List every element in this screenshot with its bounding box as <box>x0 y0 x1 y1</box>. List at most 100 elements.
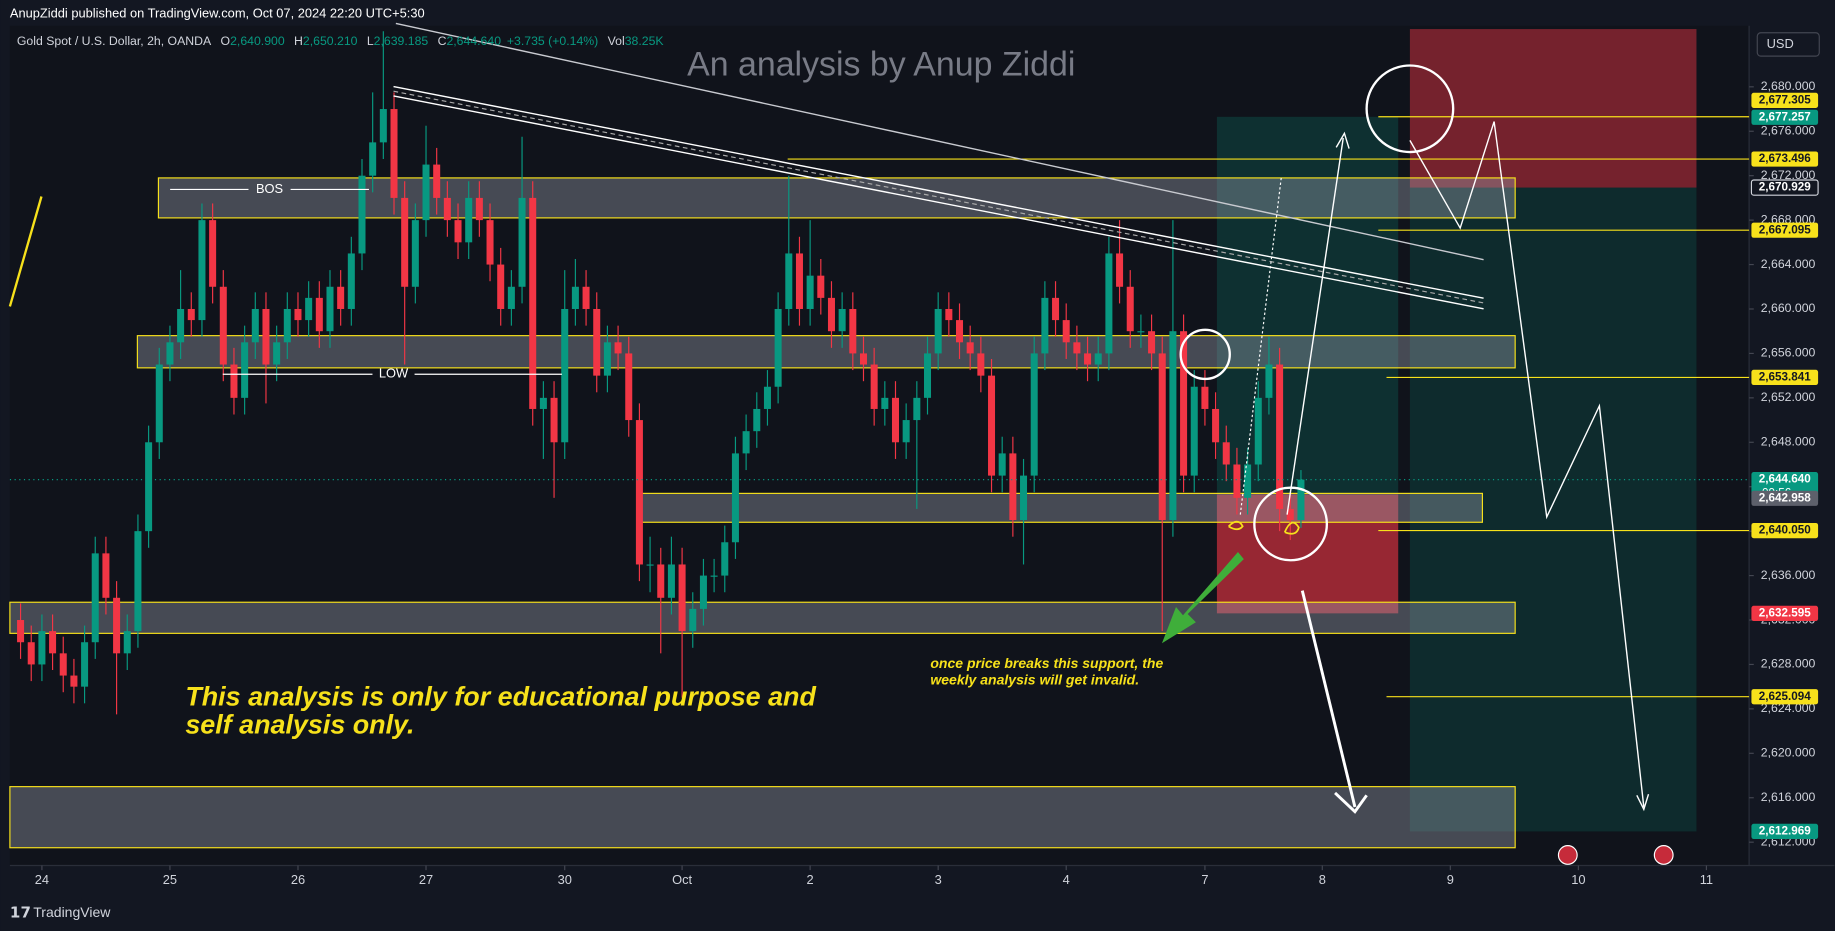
level-label-box <box>1751 369 1819 386</box>
candle-body <box>497 264 505 309</box>
position-box <box>1216 116 1399 495</box>
candle-body <box>1126 286 1134 332</box>
candle-body <box>1020 475 1028 521</box>
candle-body <box>283 308 291 343</box>
y-tick-label: 2,656.000 <box>1761 346 1816 360</box>
candle-body <box>849 308 857 354</box>
position-box <box>1409 29 1697 188</box>
candle-body <box>1137 331 1145 333</box>
candle-body <box>17 620 25 643</box>
candle-body <box>998 453 1006 476</box>
candle-body <box>219 286 227 365</box>
candle-body <box>123 631 131 654</box>
arrow <box>1286 137 1344 515</box>
candle-body <box>625 353 633 421</box>
candle-body <box>1254 397 1262 465</box>
candle-body <box>411 220 419 287</box>
candle-body <box>763 386 771 409</box>
candle-body <box>710 575 718 577</box>
candle-body <box>945 308 953 321</box>
candle-body <box>1190 386 1198 476</box>
x-tick-label: 2 <box>807 872 814 887</box>
candle-body <box>486 220 494 265</box>
level-label: 2,632.595 <box>1759 606 1811 619</box>
x-tick-label: 30 <box>558 872 572 887</box>
candle-body <box>1030 353 1038 476</box>
x-tick-label: 3 <box>935 872 942 887</box>
candle-body <box>230 364 238 398</box>
zone <box>136 335 1516 369</box>
y-tick-label: 2,616.000 <box>1761 790 1816 804</box>
level-label: 2,642.958 <box>1759 491 1811 504</box>
y-tick-label: 2,652.000 <box>1761 390 1816 404</box>
y-tick-label: 2,664.000 <box>1761 257 1816 271</box>
disclaimer: self analysis only. <box>185 709 414 739</box>
candle-body <box>390 109 398 198</box>
y-tick-label: 2,680.000 <box>1761 79 1816 93</box>
x-tick-label: 9 <box>1447 872 1454 887</box>
candle-body <box>934 308 942 354</box>
level-label: 2,670.929 <box>1759 181 1811 194</box>
candle-body <box>838 308 846 332</box>
level-label-box <box>1751 522 1819 539</box>
zone <box>639 492 1484 523</box>
axes: 2,612.0002,616.0002,620.0002,624.0002,62… <box>35 79 1819 887</box>
candle-body <box>646 564 654 566</box>
level-label: 2,625.094 <box>1759 690 1811 703</box>
candle-body <box>27 642 35 665</box>
scribble <box>1227 520 1244 531</box>
candle-body <box>635 420 643 565</box>
candle-body <box>667 564 675 598</box>
level-label-box <box>1751 222 1819 238</box>
level-label: 2,677.257 <box>1759 110 1811 123</box>
candle-body <box>806 275 814 309</box>
level-label-box <box>1750 179 1819 196</box>
x-tick-label: 26 <box>291 872 305 887</box>
currency-box[interactable] <box>1756 32 1820 57</box>
currency[interactable]: USD <box>1767 36 1794 51</box>
y-tick-label: 2,628.000 <box>1761 657 1816 671</box>
event-flag[interactable] <box>1653 845 1674 865</box>
level-label: 2,673.496 <box>1759 152 1811 165</box>
candle-body <box>785 253 793 309</box>
y-tick-label: 2,676.000 <box>1761 124 1816 138</box>
arrow <box>1300 590 1357 808</box>
candle-body <box>1244 464 1252 498</box>
candles <box>9 31 1750 715</box>
candle-body <box>731 453 739 543</box>
drawings <box>8 22 1674 865</box>
trend-line <box>393 85 1484 299</box>
candle-body <box>1297 479 1305 521</box>
disclaimer: This analysis is only for educational pu… <box>185 681 816 711</box>
candle-body <box>315 297 323 332</box>
candle-body <box>1009 453 1017 521</box>
candle-body <box>1180 331 1188 476</box>
candle-body <box>721 542 729 576</box>
trend-line <box>8 196 43 307</box>
level-label: 2,667.095 <box>1759 223 1811 236</box>
candle-body <box>1084 353 1092 365</box>
candle-body <box>1169 331 1177 521</box>
candle-body <box>742 431 750 454</box>
ohlc-key: L <box>367 34 374 48</box>
ohlc-value: 2,639.185 <box>374 34 429 48</box>
candle-body <box>1201 386 1209 409</box>
candle-body <box>699 575 707 609</box>
candle-body <box>657 564 665 598</box>
candle-body <box>443 197 451 221</box>
candle-body <box>379 109 387 143</box>
trend-line <box>393 95 1484 310</box>
candle-body <box>518 197 526 287</box>
event-flag[interactable] <box>1557 845 1578 865</box>
level-label: 2,677.305 <box>1759 93 1811 106</box>
candle-body <box>507 286 515 309</box>
candle-body <box>956 320 964 343</box>
candle-body <box>774 308 782 387</box>
candle-body <box>145 442 153 532</box>
candle-body <box>209 220 217 287</box>
candle-body <box>923 353 932 398</box>
candle-body <box>582 286 590 309</box>
y-tick-label: 2,636.000 <box>1761 568 1816 582</box>
candle-body <box>529 197 537 409</box>
arrow-head <box>1334 791 1368 814</box>
